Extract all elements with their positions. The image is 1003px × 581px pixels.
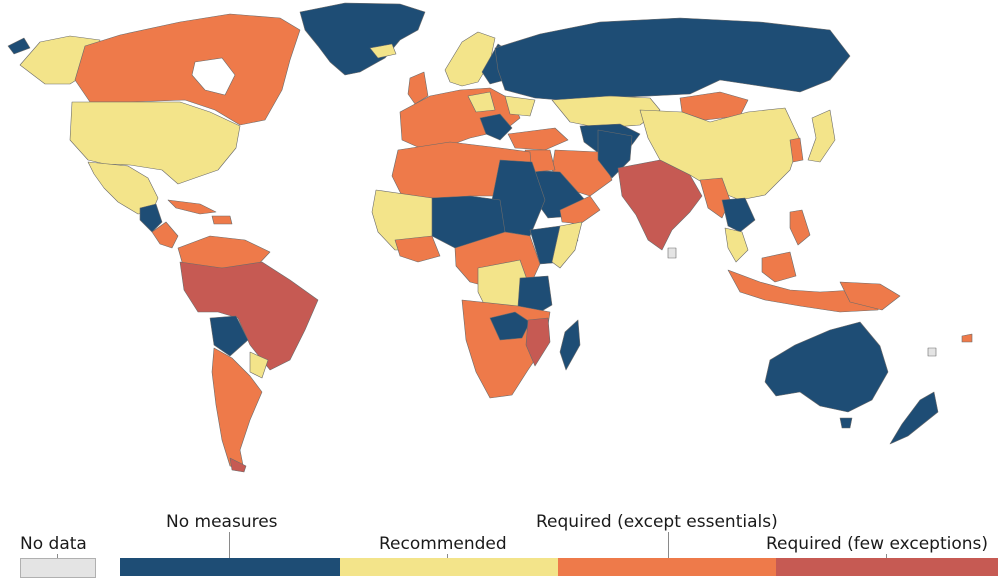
legend-swatch-no-measures [120, 558, 340, 576]
legend-swatch-required-few-exceptions [776, 558, 998, 576]
legend-label-no-measures: No measures [166, 512, 278, 532]
region-central-america-b [151, 221, 179, 249]
region-hudson-bay [191, 57, 236, 96]
region-bolivia [209, 315, 249, 357]
legend-tick-no-data [57, 554, 58, 558]
legend-tick-required-few-exceptions [886, 554, 887, 558]
region-japan [807, 109, 836, 163]
region-pacific-islands [961, 333, 973, 343]
world-map [7, 2, 973, 473]
region-somalia [551, 221, 583, 269]
region-turkey [507, 127, 569, 151]
region-ukraine [504, 95, 536, 117]
region-philippines [789, 209, 811, 246]
legend-tick-required-except-essentials [668, 532, 669, 558]
region-zambia-zimbabwe [489, 311, 531, 341]
region-no-data-island [927, 347, 937, 357]
region-madagascar [559, 319, 581, 371]
region-tasmania [839, 417, 853, 429]
region-arctic-island [7, 37, 31, 55]
region-borneo [761, 251, 797, 283]
region-argentina-chile [211, 347, 263, 471]
legend-swatch-recommended [340, 558, 558, 576]
region-cuba [167, 199, 217, 215]
region-central-america-a [139, 203, 163, 233]
region-thailand-laos [721, 197, 756, 233]
region-korea [789, 137, 804, 163]
legend-tick-no-measures [229, 532, 230, 558]
region-central-europe [467, 91, 496, 113]
legend-label-required-except-essentials: Required (except essentials) [536, 512, 778, 532]
region-russia [494, 17, 851, 101]
region-papua [839, 281, 901, 311]
region-balkans [479, 113, 513, 141]
region-greenland [299, 2, 426, 76]
region-tierra-del-fuego [229, 457, 247, 473]
region-mozambique [525, 317, 551, 367]
region-australia [764, 321, 889, 413]
legend-label-required-few-exceptions: Required (few exceptions) [766, 534, 989, 554]
region-brazil-peru [179, 261, 319, 371]
region-east-africa [517, 275, 553, 316]
region-hispaniola [211, 215, 233, 225]
legend-label-no-data: No data [20, 534, 87, 554]
region-usa [69, 101, 241, 185]
region-yemen-oman [559, 195, 601, 225]
region-sri-lanka [667, 247, 677, 259]
legend-label-recommended: Recommended [379, 534, 507, 554]
region-malay-peninsula [724, 227, 749, 263]
legend: No data No measures Recommended Required… [0, 500, 1003, 581]
region-india [617, 159, 703, 251]
legend-tick-recommended [447, 554, 448, 558]
region-new-zealand [889, 391, 939, 445]
region-paraguay [249, 351, 269, 379]
region-uk [407, 71, 429, 105]
legend-swatch-no-data [20, 558, 96, 578]
legend-swatch-required-except-essentials [558, 558, 776, 576]
region-iceland [369, 43, 397, 59]
region-west-africa-coast [394, 235, 441, 263]
